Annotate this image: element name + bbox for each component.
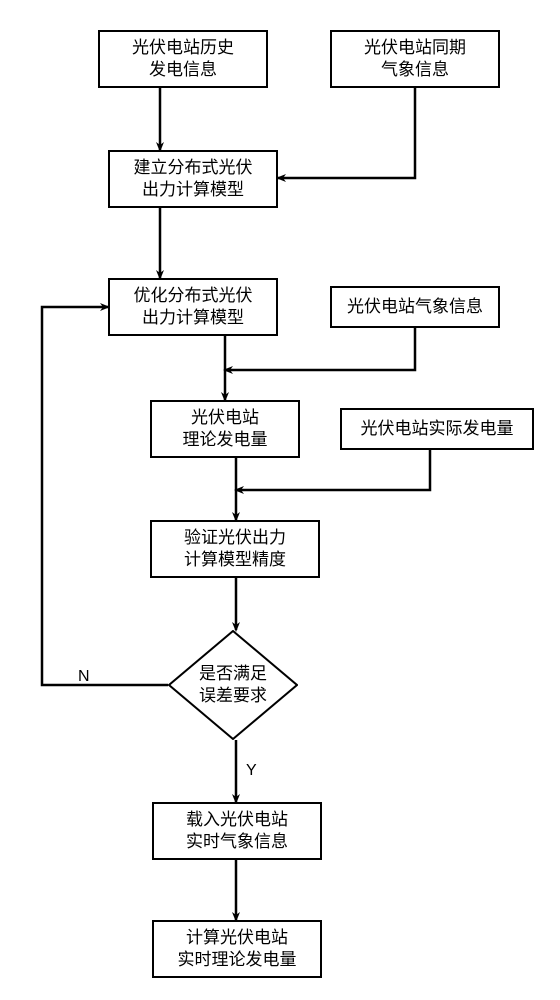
node-label: 验证光伏出力 计算模型精度	[184, 527, 286, 571]
node-label: 光伏电站 理论发电量	[183, 407, 268, 451]
edge-label-yes: Y	[246, 762, 257, 780]
node-weather-sync: 光伏电站同期 气象信息	[330, 30, 500, 88]
decision-label: 是否满足 误差要求	[168, 630, 298, 740]
node-label: 优化分布式光伏 出力计算模型	[134, 285, 253, 329]
decision-error-check: 是否满足 误差要求	[168, 630, 298, 740]
node-label: 光伏电站气象信息	[347, 296, 483, 318]
node-verify-accuracy: 验证光伏出力 计算模型精度	[150, 520, 320, 578]
node-history-gen: 光伏电站历史 发电信息	[98, 30, 268, 88]
node-label: 建立分布式光伏 出力计算模型	[134, 157, 253, 201]
node-station-weather: 光伏电站气象信息	[330, 286, 500, 328]
node-build-model: 建立分布式光伏 出力计算模型	[108, 150, 278, 208]
edge-label-no: N	[78, 668, 90, 686]
node-optimize-model: 优化分布式光伏 出力计算模型	[108, 278, 278, 336]
node-load-realtime-weather: 载入光伏电站 实时气象信息	[152, 802, 322, 860]
node-actual-gen: 光伏电站实际发电量	[340, 408, 534, 450]
node-label: 光伏电站实际发电量	[361, 418, 514, 440]
node-compute-realtime-gen: 计算光伏电站 实时理论发电量	[152, 920, 322, 978]
node-label: 载入光伏电站 实时气象信息	[186, 809, 288, 853]
node-label: 计算光伏电站 实时理论发电量	[178, 927, 297, 971]
node-label: 光伏电站同期 气象信息	[364, 37, 466, 81]
node-label: 光伏电站历史 发电信息	[132, 37, 234, 81]
node-theoretical-gen: 光伏电站 理论发电量	[150, 400, 300, 458]
